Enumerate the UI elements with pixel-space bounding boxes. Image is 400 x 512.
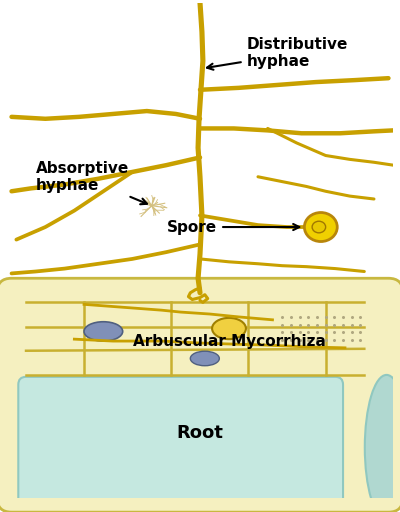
Text: Root: Root bbox=[176, 424, 224, 442]
Ellipse shape bbox=[312, 221, 326, 233]
Ellipse shape bbox=[212, 318, 246, 339]
Text: Distributive
hyphae: Distributive hyphae bbox=[207, 37, 348, 70]
Text: Absorptive
hyphae: Absorptive hyphae bbox=[36, 161, 147, 204]
Text: Spore: Spore bbox=[167, 220, 299, 234]
Ellipse shape bbox=[365, 375, 400, 512]
Ellipse shape bbox=[304, 212, 337, 242]
FancyBboxPatch shape bbox=[0, 278, 400, 512]
Ellipse shape bbox=[190, 351, 219, 366]
FancyBboxPatch shape bbox=[18, 377, 343, 512]
Ellipse shape bbox=[84, 322, 123, 341]
Text: Arbuscular Mycorrhiza: Arbuscular Mycorrhiza bbox=[132, 334, 326, 349]
